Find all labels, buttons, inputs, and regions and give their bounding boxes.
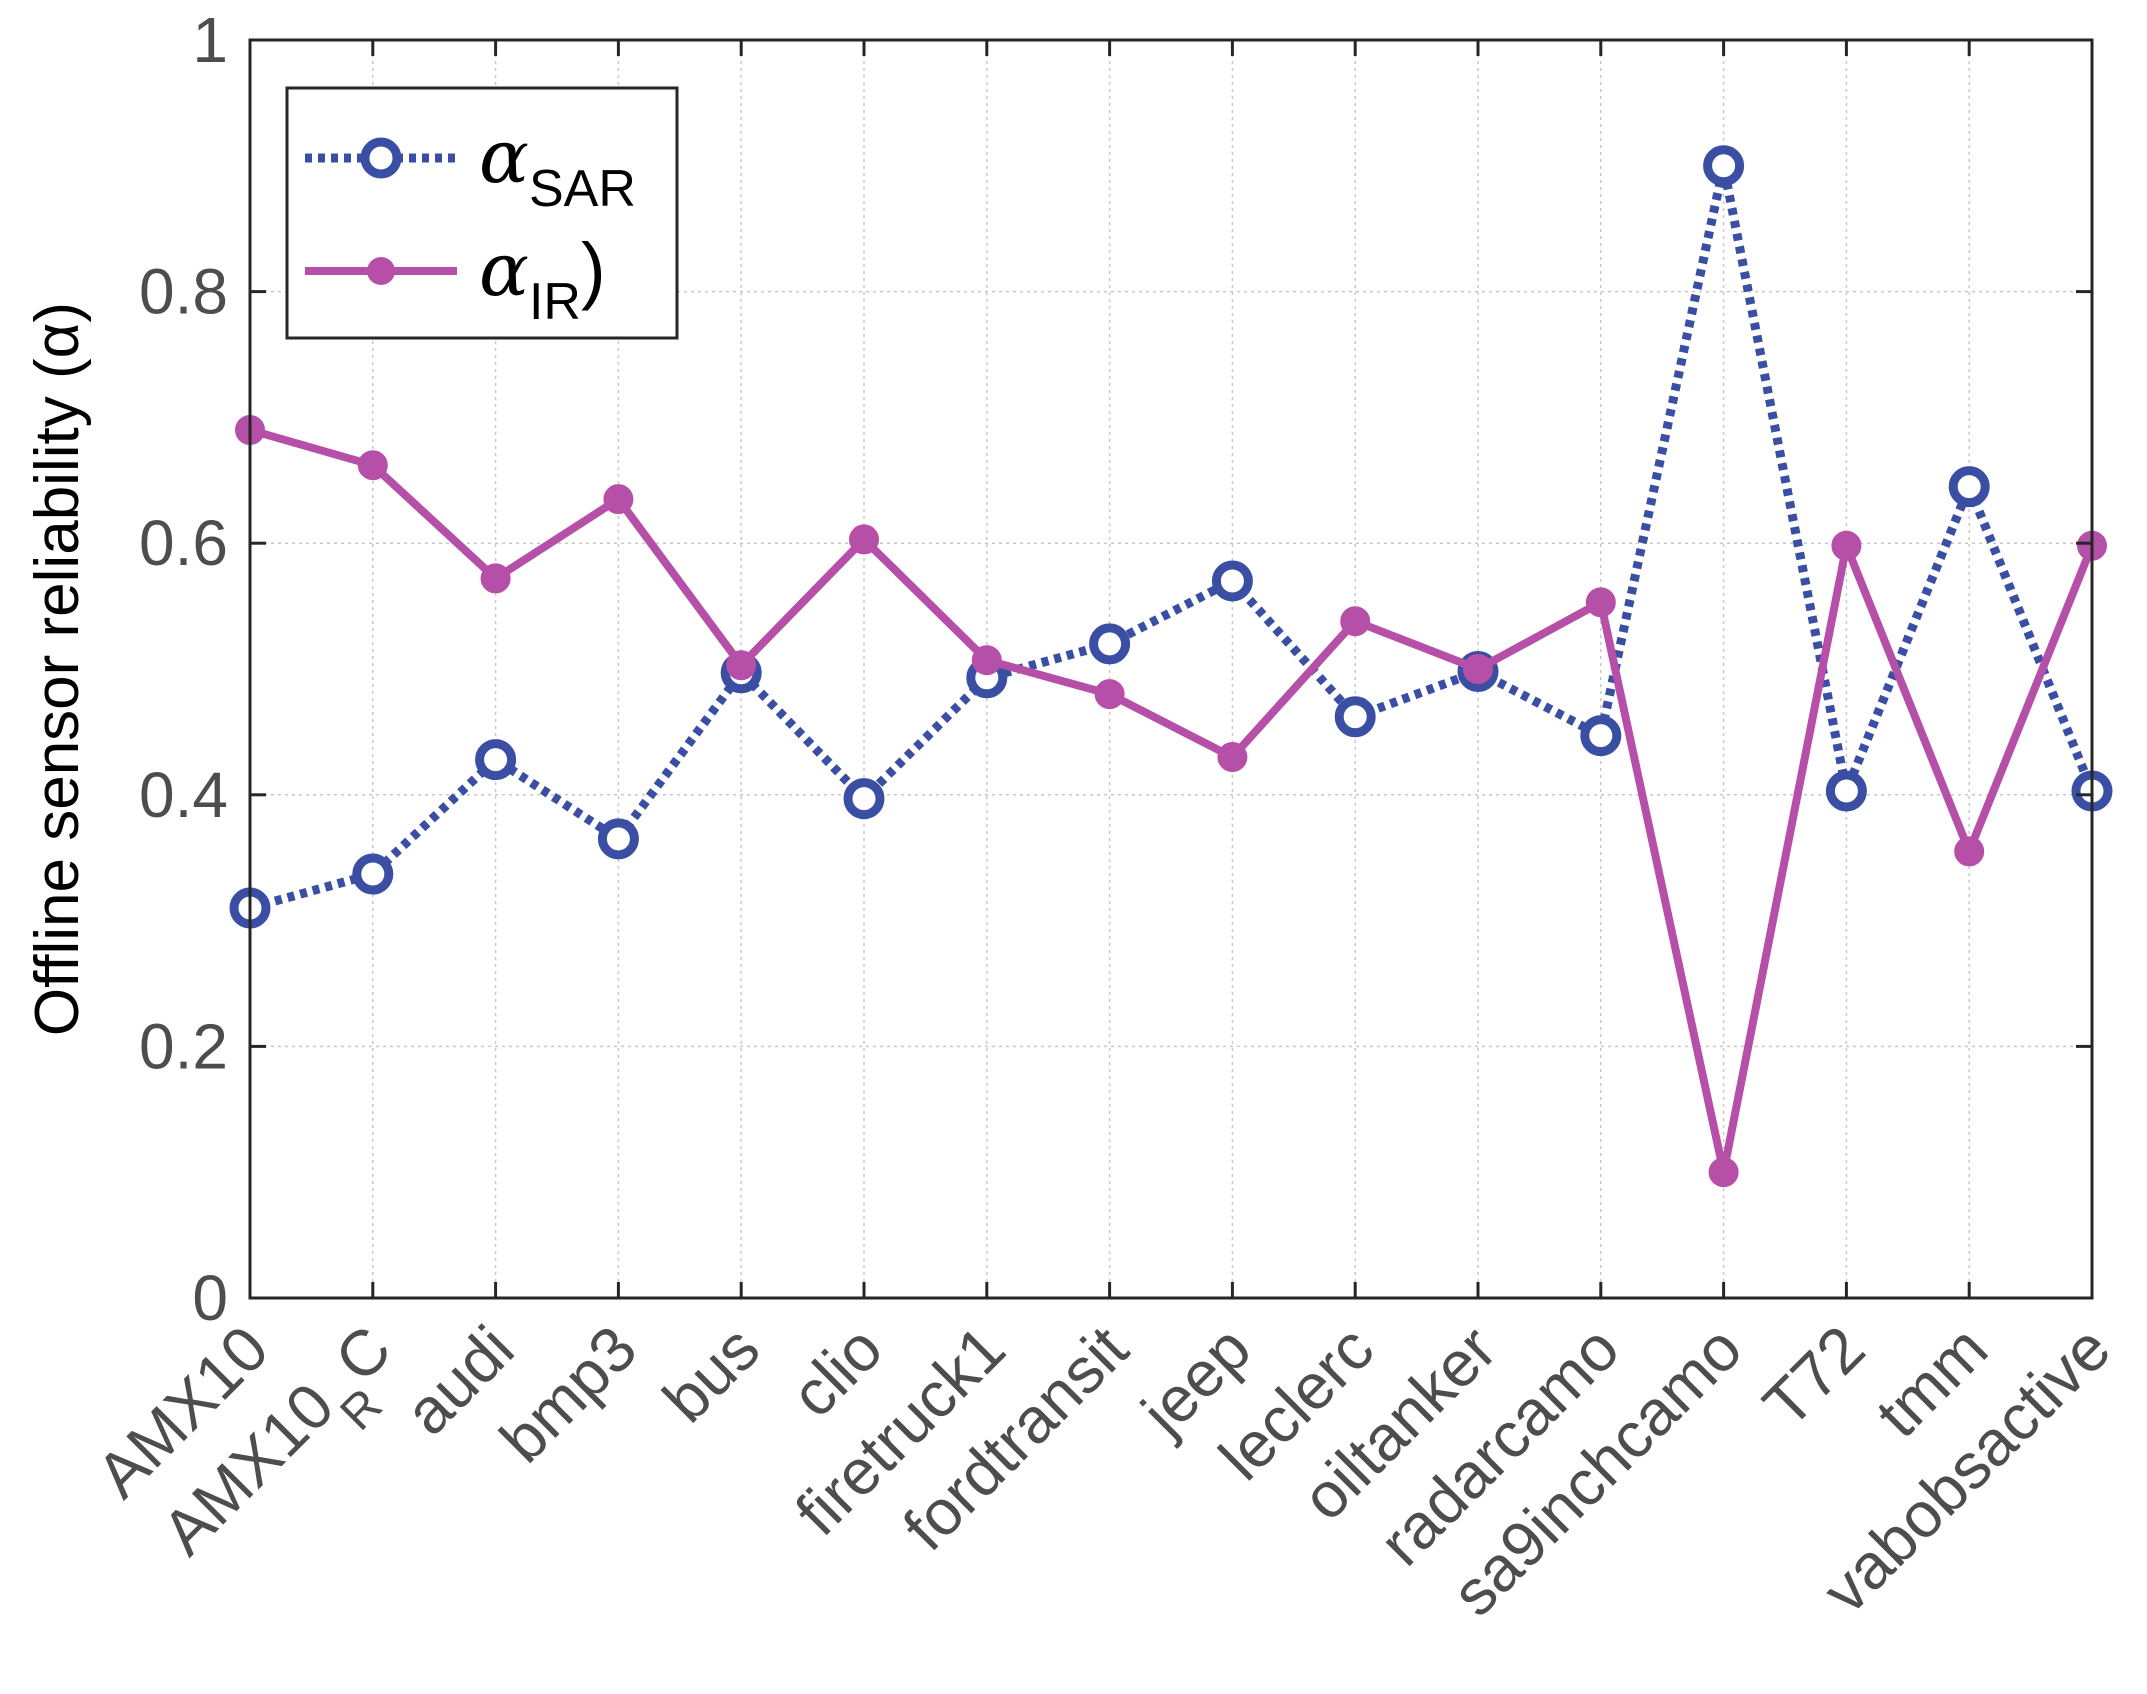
legend-box xyxy=(285,86,679,340)
data-point-ir xyxy=(1463,654,1493,684)
data-point-ir xyxy=(1954,836,1985,867)
x-tick-label: bmp3 xyxy=(486,1312,650,1476)
data-point-sar xyxy=(597,818,639,860)
legend-label: αIR) xyxy=(479,227,606,331)
data-point-sar xyxy=(475,739,517,781)
y-axis-title-text: Offline sensor reliability (α) xyxy=(23,302,92,1036)
data-point-sar xyxy=(843,778,885,820)
data-point-ir xyxy=(971,645,1002,676)
legend-marker xyxy=(367,257,395,285)
y-axis-title: Offline sensor reliability (α) xyxy=(23,302,92,1036)
data-point-sar xyxy=(1825,770,1867,812)
data-point-ir xyxy=(480,563,511,594)
data-point-ir xyxy=(1708,1157,1739,1188)
data-point-sar xyxy=(352,853,394,895)
data-point-sar xyxy=(1211,560,1253,602)
data-point-sar xyxy=(1703,145,1745,187)
y-tick-label: 1 xyxy=(192,4,228,76)
series-ir xyxy=(235,414,2107,1188)
data-point-ir xyxy=(357,450,388,481)
data-point-ir xyxy=(1094,679,1125,710)
series-line-ir xyxy=(248,426,2096,1177)
data-point-sar xyxy=(1089,623,1131,665)
plot-frame xyxy=(248,38,2094,1300)
legend-label: αSAR xyxy=(479,114,636,218)
x-tick-label: T72 xyxy=(1749,1312,1878,1441)
y-tick-label: 0 xyxy=(192,1262,228,1334)
data-point-ir xyxy=(1217,742,1248,773)
legend-marker xyxy=(360,137,402,179)
data-point-sar xyxy=(1948,466,1990,508)
y-tick-label: 0.6 xyxy=(139,507,228,579)
data-point-ir xyxy=(1831,530,1862,561)
y-tick-label: 0.2 xyxy=(139,1010,228,1082)
series-line-sar xyxy=(248,161,2097,913)
data-point-ir xyxy=(603,484,634,515)
x-tick-label: bus xyxy=(649,1312,773,1436)
data-point-ir xyxy=(1585,587,1616,618)
data-point-sar xyxy=(1580,715,1622,757)
data-point-ir xyxy=(1340,606,1371,637)
data-point-ir xyxy=(849,524,879,555)
data-point-ir xyxy=(726,650,757,681)
y-axis: 0 0.2 0.4 0.6 0.8 1 xyxy=(139,4,2092,1334)
y-tick-label: 0.8 xyxy=(139,256,228,328)
y-tick-label: 0.4 xyxy=(139,759,228,831)
data-point-sar xyxy=(1334,696,1376,738)
